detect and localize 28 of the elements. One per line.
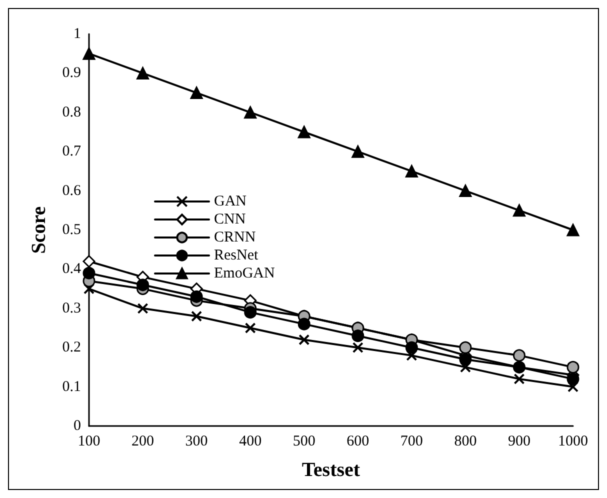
x-tick-label: 1000: [558, 434, 588, 450]
legend-label: EmoGAN: [214, 266, 275, 282]
legend-label: GAN: [214, 194, 247, 210]
x-tick-label: 400: [239, 434, 262, 450]
x-tick-label: 500: [292, 434, 316, 450]
y-tick-label: 0.1: [62, 378, 81, 395]
x-tick-label: 200: [132, 434, 154, 450]
y-axis-title: Score: [28, 206, 50, 254]
x-tick-label: 800: [454, 434, 477, 450]
x-tick-label: 700: [400, 434, 423, 450]
x-tick-label: 900: [508, 434, 530, 450]
y-tick-label: 0.6: [62, 182, 82, 199]
y-tick-label: 0.8: [62, 104, 81, 120]
legend-label: ResNet: [214, 248, 259, 264]
y-tick-label: 0.4: [62, 261, 82, 278]
x-tick-label: 300: [185, 434, 208, 450]
x-tick-label: 600: [346, 434, 370, 450]
y-tick-label: 0.9: [62, 65, 81, 82]
y-tick-label: 0.5: [62, 222, 81, 238]
y-tick-label: 0: [74, 418, 81, 434]
y-tick-label: 0.7: [62, 144, 82, 160]
legend-label: CNN: [214, 212, 246, 228]
y-tick-label: 0.2: [62, 340, 81, 356]
y-tick-label: 0.3: [62, 300, 81, 316]
x-tick-label: 100: [78, 434, 100, 450]
legend-label: CRNN: [214, 230, 256, 246]
y-tick-label: 1: [74, 26, 81, 42]
x-axis-title: Testset: [302, 459, 360, 481]
